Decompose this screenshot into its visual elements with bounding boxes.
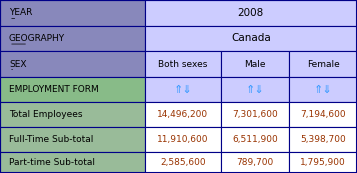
Bar — [145, 102, 221, 127]
Bar — [0, 102, 145, 127]
Text: ⇑⇓: ⇑⇓ — [174, 85, 192, 95]
Bar — [221, 102, 289, 127]
Bar — [0, 0, 145, 26]
Bar — [0, 51, 145, 77]
Bar — [0, 51, 145, 77]
Bar — [0, 26, 145, 51]
Bar — [145, 152, 221, 173]
Bar — [145, 0, 357, 26]
Bar — [221, 127, 289, 152]
Bar — [0, 152, 145, 173]
Text: 6,511,900: 6,511,900 — [232, 135, 278, 144]
Text: Both sexes: Both sexes — [158, 60, 208, 69]
Bar — [145, 26, 357, 51]
Bar — [145, 51, 221, 77]
Text: EMPLOYMENT FORM: EMPLOYMENT FORM — [9, 85, 99, 94]
Text: ⇑⇓: ⇑⇓ — [246, 85, 265, 95]
Bar — [289, 51, 357, 77]
Bar — [0, 26, 145, 51]
Text: 11,910,600: 11,910,600 — [157, 135, 209, 144]
Bar — [0, 152, 145, 173]
Bar — [0, 102, 145, 127]
Bar — [0, 77, 145, 102]
Bar — [221, 51, 289, 77]
Text: 789,700: 789,700 — [237, 158, 274, 167]
Text: 2,585,600: 2,585,600 — [160, 158, 206, 167]
Bar — [0, 127, 145, 152]
Bar — [221, 152, 289, 173]
Bar — [289, 77, 357, 102]
Text: Female: Female — [307, 60, 340, 69]
Text: ⇑⇓: ⇑⇓ — [314, 85, 332, 95]
Text: Canada: Canada — [231, 33, 271, 43]
Text: SEX: SEX — [9, 60, 26, 69]
Text: 7,194,600: 7,194,600 — [300, 110, 346, 119]
Bar — [221, 77, 289, 102]
Bar — [145, 77, 221, 102]
Text: Full-Time Sub-total: Full-Time Sub-total — [9, 135, 93, 144]
Text: Male: Male — [245, 60, 266, 69]
Text: 2008: 2008 — [238, 8, 264, 18]
Text: 7,301,600: 7,301,600 — [232, 110, 278, 119]
Text: YEAR: YEAR — [9, 8, 32, 17]
Bar — [0, 127, 145, 152]
Bar — [289, 127, 357, 152]
Text: 1,795,900: 1,795,900 — [300, 158, 346, 167]
Text: GEOGRAPHY: GEOGRAPHY — [9, 34, 65, 43]
Bar — [289, 152, 357, 173]
Bar — [0, 0, 145, 26]
Bar — [145, 127, 221, 152]
Text: 14,496,200: 14,496,200 — [157, 110, 208, 119]
Text: Part-time Sub-total: Part-time Sub-total — [9, 158, 95, 167]
Bar — [289, 102, 357, 127]
Bar — [0, 77, 145, 102]
Text: Total Employees: Total Employees — [9, 110, 82, 119]
Text: 5,398,700: 5,398,700 — [300, 135, 346, 144]
